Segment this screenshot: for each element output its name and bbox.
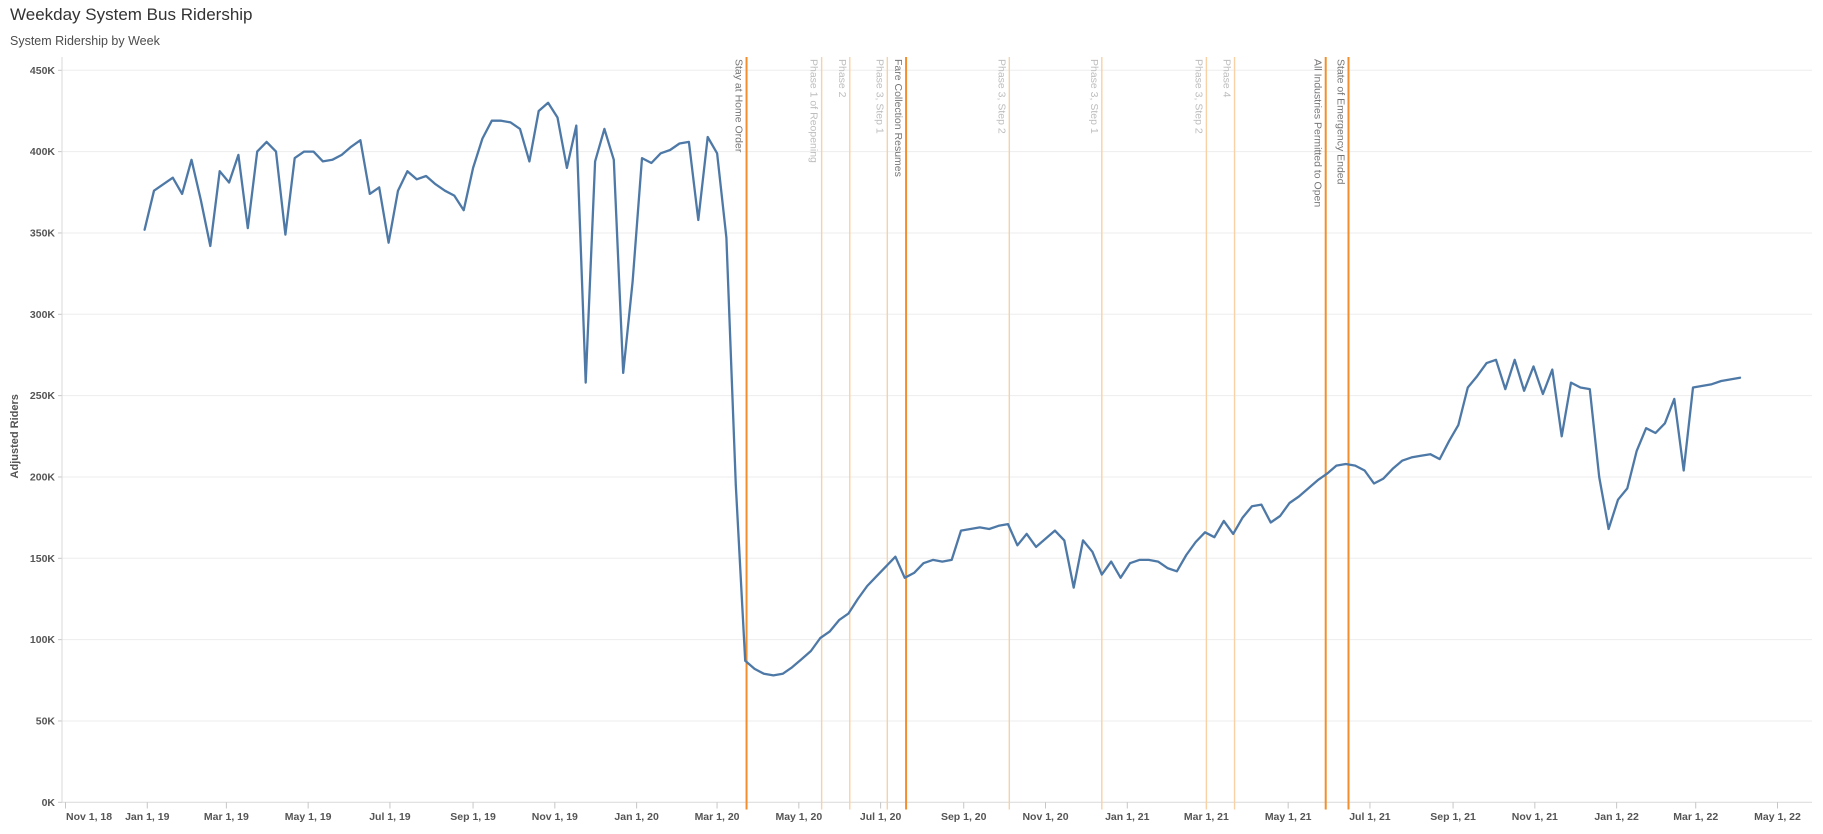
x-axis-tick-label: May 1, 20 xyxy=(775,811,822,823)
y-axis-tick-label: 150K xyxy=(30,553,56,565)
reference-line-label: Stay at Home Order xyxy=(733,59,745,153)
x-axis-tick-label: Jul 1, 20 xyxy=(860,811,902,823)
reference-line-label: All Industries Permitted to Open xyxy=(1312,59,1324,207)
x-axis-tick-label: Jul 1, 19 xyxy=(369,811,411,823)
reference-line-label: State of Emergency Ended xyxy=(1334,59,1346,185)
reference-line-label: Phase 3, Step 1 xyxy=(873,59,885,134)
x-axis-tick-label: Jan 1, 19 xyxy=(125,811,170,823)
reference-line-label: Phase 1 of Reopening xyxy=(808,59,820,163)
x-axis-tick-label: Jan 1, 22 xyxy=(1594,811,1639,823)
y-axis-tick-label: 300K xyxy=(30,309,56,321)
y-axis-tick-label: 100K xyxy=(30,634,56,646)
x-axis-tick-label: Mar 1, 19 xyxy=(204,811,249,823)
x-axis-tick-label: Sep 1, 19 xyxy=(450,811,496,823)
y-axis-tick-label: 250K xyxy=(30,390,56,402)
x-axis-tick-label: May 1, 21 xyxy=(1265,811,1312,823)
y-axis-title: Adjusted Riders xyxy=(9,394,21,478)
y-axis-tick-label: 450K xyxy=(30,65,56,77)
x-axis-tick-label: Jan 1, 20 xyxy=(614,811,659,823)
reference-line-label: Phase 4 xyxy=(1221,59,1233,98)
x-axis-tick-label: Mar 1, 20 xyxy=(695,811,740,823)
x-axis-tick-label: Nov 1, 18 xyxy=(66,811,112,823)
chart-subtitle: System Ridership by Week xyxy=(10,34,160,48)
reference-line-label: Phase 2 xyxy=(836,59,848,98)
x-axis-tick-label: Nov 1, 19 xyxy=(532,811,578,823)
x-axis-tick-label: May 1, 19 xyxy=(285,811,332,823)
y-axis-tick-label: 350K xyxy=(30,227,56,239)
y-axis-tick-label: 50K xyxy=(36,715,56,727)
x-axis-tick-label: Nov 1, 20 xyxy=(1022,811,1068,823)
x-axis-tick-label: Sep 1, 20 xyxy=(941,811,987,823)
y-axis-tick-label: 400K xyxy=(30,146,56,158)
page-title: Weekday System Bus Ridership xyxy=(10,5,253,24)
x-axis-tick-label: Mar 1, 21 xyxy=(1184,811,1229,823)
x-axis-tick-label: May 1, 22 xyxy=(1754,811,1801,823)
x-axis-tick-label: Sep 1, 21 xyxy=(1430,811,1476,823)
y-axis-tick-label: 200K xyxy=(30,471,56,483)
y-axis-tick-label: 0K xyxy=(42,797,56,809)
x-axis-tick-label: Jul 1, 21 xyxy=(1349,811,1391,823)
reference-line-label: Phase 3, Step 2 xyxy=(1192,59,1204,134)
x-axis-tick-label: Jan 1, 21 xyxy=(1105,811,1150,823)
x-axis-tick-label: Nov 1, 21 xyxy=(1512,811,1558,823)
reference-line-label: Phase 3, Step 2 xyxy=(995,59,1007,134)
reference-line-label: Phase 3, Step 1 xyxy=(1088,59,1100,134)
reference-line-label: Fare Collection Resumes xyxy=(892,59,904,177)
x-axis-tick-label: Mar 1, 22 xyxy=(1673,811,1718,823)
ridership-series-line xyxy=(143,101,1742,677)
